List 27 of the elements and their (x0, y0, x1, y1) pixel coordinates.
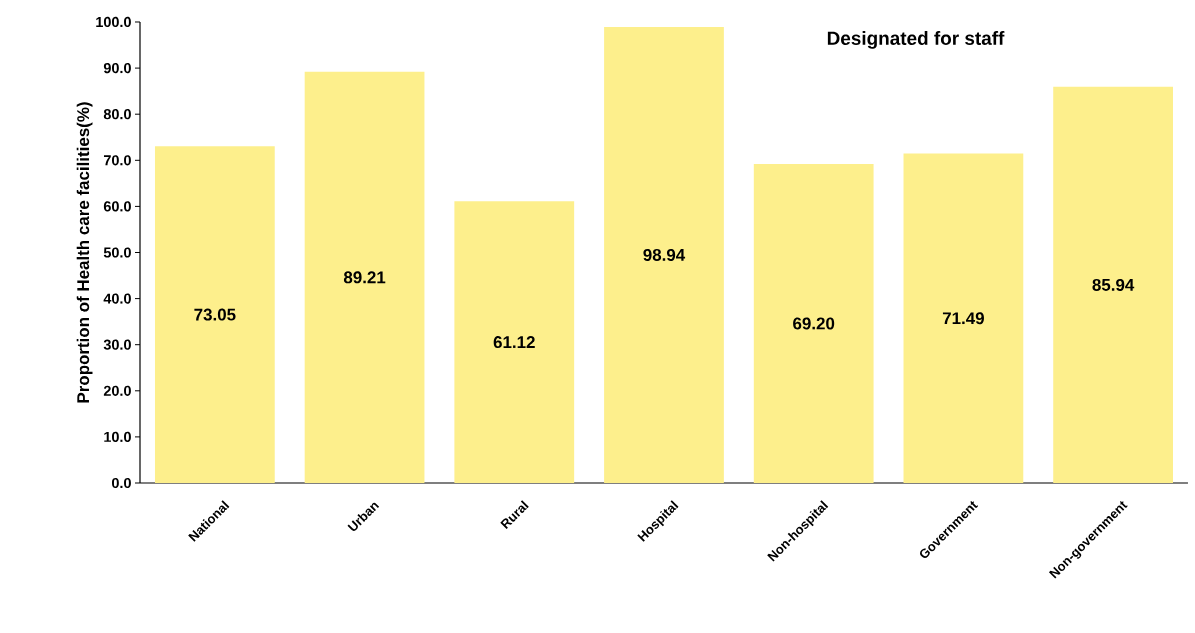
bar (304, 71, 425, 483)
bar (753, 163, 874, 483)
y-tick-label: 60.0 (103, 201, 131, 212)
data-label: 89.21 (343, 271, 386, 284)
y-tick-label: 90.0 (103, 62, 131, 74)
bar (604, 26, 724, 483)
y-axis-title: Proportion of Health care facilities(%) (76, 102, 93, 403)
data-label: 61.12 (493, 336, 535, 349)
y-tick-label: 50.0 (103, 247, 131, 258)
bar (454, 201, 575, 483)
data-label: 73.05 (194, 308, 236, 321)
y-tick-label: 70.0 (103, 155, 131, 166)
y-tick-label: 30.0 (103, 339, 131, 350)
y-tick-label: 10.0 (104, 431, 131, 443)
bar (154, 146, 275, 483)
data-label: 71.49 (942, 312, 984, 325)
y-tick-label: 40.0 (103, 293, 131, 304)
bar (903, 153, 1024, 483)
bar (1053, 86, 1173, 483)
data-label: 69.20 (793, 317, 835, 330)
y-tick-label: 80.0 (103, 109, 131, 120)
y-tick-label: 20.0 (103, 385, 131, 396)
data-label: 98.94 (643, 248, 686, 261)
data-label: 85.94 (1092, 278, 1135, 291)
y-tick-label: 100.0 (96, 16, 131, 28)
y-tick-label: 0.0 (111, 477, 131, 489)
chart-title: Designated for staff (827, 31, 1005, 49)
